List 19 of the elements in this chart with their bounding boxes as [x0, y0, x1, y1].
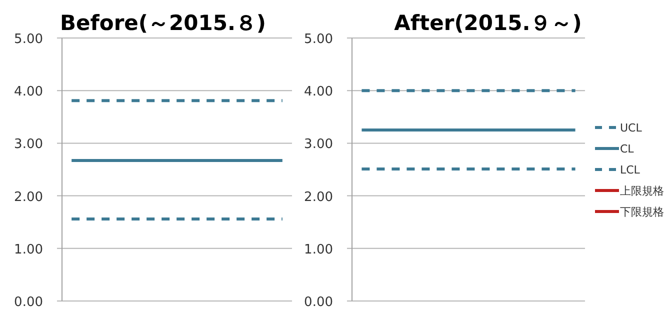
y-tick-label: 3.00 — [14, 137, 43, 152]
y-tick-label: 2.00 — [304, 190, 333, 205]
y-tick-label: 4.00 — [14, 84, 43, 100]
chart-title: After(2015.９～) — [394, 11, 582, 35]
y-tick-label: 2.00 — [14, 190, 43, 205]
y-tick-label: 5.00 — [14, 32, 43, 47]
y-tick-label: 1.00 — [14, 242, 43, 258]
y-tick-label: 5.00 — [304, 32, 333, 47]
legend-label: 上限規格 — [620, 184, 664, 198]
y-tick-label: 4.00 — [304, 84, 333, 100]
y-tick-label: 0.00 — [14, 295, 43, 310]
legend-label: LCL — [620, 164, 641, 176]
y-tick-label: 0.00 — [304, 295, 333, 310]
y-tick-label: 3.00 — [304, 137, 333, 152]
legend-label: UCL — [620, 122, 643, 134]
chart-title: Before(～2015.８) — [60, 11, 266, 35]
legend-label: CL — [620, 142, 635, 156]
y-tick-label: 1.00 — [304, 242, 333, 258]
legend-label: 下限規格 — [620, 206, 664, 218]
